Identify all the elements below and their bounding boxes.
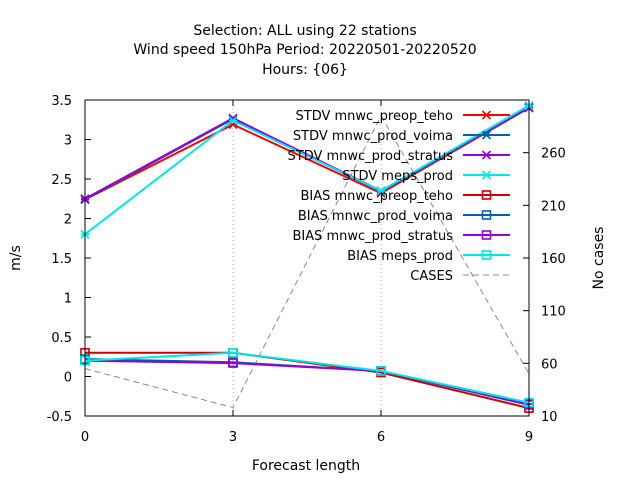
- legend-item: STDV mnwc_preop_teho: [296, 109, 510, 124]
- y2-tick-label: 160: [541, 252, 566, 267]
- series-point: [376, 186, 386, 196]
- legend-item: CASES: [410, 269, 510, 284]
- series-line: [84, 104, 530, 236]
- y2-tick-label: 210: [541, 199, 566, 214]
- x-tick-label: 9: [525, 430, 533, 445]
- y2-axis-ticks: 10 60 110 160 210 260: [523, 147, 566, 425]
- series-line: [84, 358, 530, 406]
- legend-marker: [481, 110, 492, 120]
- y2-tick-label: 10: [541, 410, 558, 425]
- legend: STDV mnwc_preop_teho STDV mnwc_prod_voima…: [288, 109, 510, 284]
- y-tick-label: 0: [64, 371, 72, 386]
- grid: [232, 100, 382, 416]
- legend-label: BIAS meps_prod: [347, 249, 453, 264]
- x-tick-label: 0: [81, 430, 89, 445]
- series-line: [84, 359, 530, 406]
- y2-tick-label: 60: [541, 357, 558, 372]
- legend-item: STDV mnwc_prod_voima: [293, 129, 510, 144]
- y-axis-title: m/s: [8, 245, 24, 271]
- legend-label: BIAS mnwc_preop_teho: [300, 189, 453, 204]
- legend-label: STDV meps_prod: [342, 169, 453, 184]
- y-tick-label: 0.5: [51, 331, 72, 346]
- y-tick-label: 2: [64, 213, 72, 228]
- y-tick-label: -0.5: [47, 410, 72, 425]
- y2-tick-label: 110: [541, 305, 566, 320]
- title-line-2: Wind speed 150hPa Period: 20220501-20220…: [133, 42, 476, 58]
- title-line-3: Hours: {06}: [262, 62, 348, 78]
- y-tick-label: 3: [64, 134, 72, 149]
- y2-axis-title: No cases: [591, 227, 607, 290]
- y2-tick-label: 260: [541, 147, 566, 162]
- legend-label: BIAS mnwc_prod_stratus: [292, 229, 453, 244]
- series-point: [228, 358, 238, 368]
- legend-label: STDV mnwc_prod_stratus: [288, 149, 454, 164]
- series-point: [376, 366, 386, 376]
- chart-title: Selection: ALL using 22 stations Wind sp…: [133, 23, 476, 78]
- legend-item: BIAS meps_prod: [347, 249, 510, 264]
- y-tick-label: 1.5: [51, 252, 72, 267]
- x-tick-label: 6: [377, 430, 385, 445]
- legend-marker: [481, 230, 492, 240]
- y-tick-label: 3.5: [51, 94, 72, 109]
- legend-item: BIAS mnwc_prod_voima: [298, 209, 510, 224]
- legend-marker: [481, 150, 492, 160]
- y-tick-label: 2.5: [51, 173, 72, 188]
- series-point: [228, 347, 238, 358]
- legend-item: BIAS mnwc_preop_teho: [300, 189, 510, 204]
- x-tick-label: 3: [229, 430, 237, 445]
- series-7: [80, 347, 534, 408]
- legend-item: STDV meps_prod: [342, 169, 510, 184]
- y-tick-label: 1: [64, 292, 72, 307]
- x-axis-title: Forecast length: [252, 458, 360, 474]
- series-layer: [80, 100, 534, 413]
- legend-label: BIAS mnwc_prod_voima: [298, 209, 453, 224]
- legend-marker: [481, 210, 492, 220]
- legend-label: STDV mnwc_preop_teho: [296, 109, 454, 124]
- series-6: [80, 355, 534, 409]
- x-axis-ticks: 0 3 6 9: [81, 100, 533, 445]
- y-axis-ticks: -0.5 0 0.5 1 1.5 2 2.5 3 3.5: [47, 94, 91, 425]
- legend-label: STDV mnwc_prod_voima: [293, 129, 453, 144]
- series-line: [84, 351, 530, 404]
- legend-marker: [481, 190, 492, 200]
- title-line-1: Selection: ALL using 22 stations: [193, 23, 416, 39]
- legend-marker: [481, 130, 492, 140]
- legend-marker: [481, 250, 492, 260]
- series-point: [228, 115, 238, 126]
- legend-label: CASES: [410, 269, 453, 284]
- legend-item: BIAS mnwc_prod_stratus: [292, 229, 510, 244]
- legend-item: STDV mnwc_prod_stratus: [288, 149, 510, 164]
- legend-marker: [481, 170, 492, 180]
